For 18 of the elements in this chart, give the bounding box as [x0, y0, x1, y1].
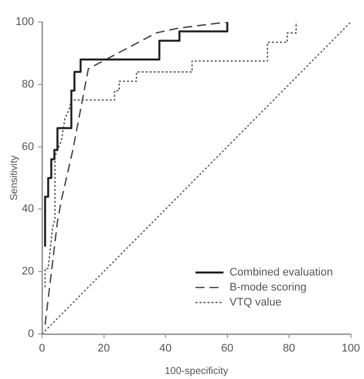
x-axis-title: 100-specificity	[164, 366, 228, 377]
y-tick-label: 0	[28, 328, 34, 340]
x-tick-label: 40	[159, 342, 172, 355]
x-tick-label: 80	[282, 342, 296, 355]
x-tick-label: 100	[342, 342, 360, 355]
y-tick-label: 40	[22, 203, 34, 216]
x-tick-label: 60	[221, 342, 234, 355]
line-series	[44, 22, 228, 326]
y-tick-label: 20	[22, 266, 34, 278]
legend-label: Combined evaluation	[229, 266, 333, 279]
y-tick-label: 100	[16, 16, 34, 28]
legend-label: B-mode scoring	[229, 282, 307, 294]
y-tick-label: 80	[22, 78, 34, 90]
x-tick-label: 0	[38, 342, 46, 355]
y-tick-label: 60	[22, 140, 34, 153]
x-tick-label: 20	[98, 342, 110, 355]
y-axis-title: Sensitivity	[8, 155, 20, 201]
legend-label: VTQ value	[229, 296, 282, 309]
